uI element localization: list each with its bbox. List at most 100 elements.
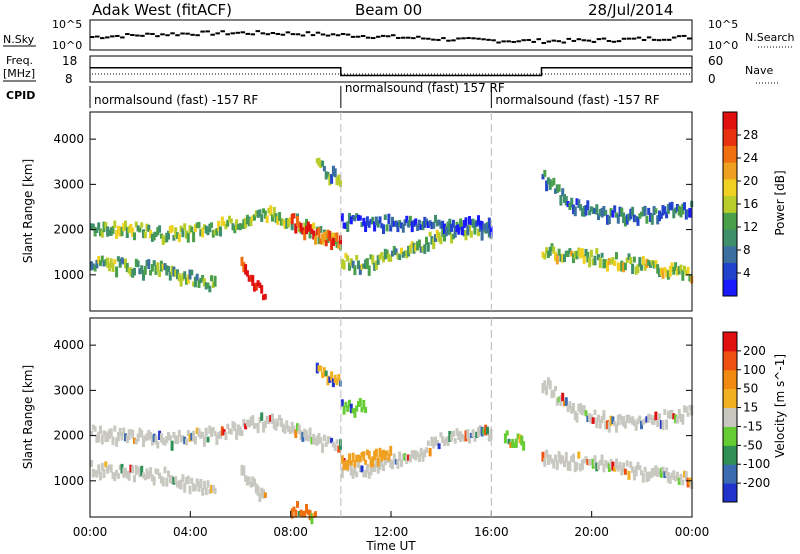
- noise-point: [250, 33, 256, 36]
- range-gate-cell: [482, 428, 486, 435]
- range-gate-cell: [407, 245, 411, 257]
- noise-point: [561, 41, 567, 44]
- noise-point: [235, 31, 240, 34]
- range-gate-cell: [631, 416, 635, 425]
- range-gate-cell: [636, 264, 640, 274]
- range-gate-cell: [634, 266, 638, 275]
- range-gate-cell: [365, 449, 369, 456]
- range-gate-cell: [278, 414, 282, 421]
- range-gate-cell: [317, 157, 321, 167]
- range-gate-cell: [208, 425, 212, 434]
- range-gate-cell: [448, 225, 452, 236]
- range-gate-cell: [373, 450, 377, 461]
- range-gate-cell: [106, 432, 110, 442]
- range-gate-cell: [425, 236, 428, 245]
- range-gate-cell: [91, 223, 95, 231]
- range-gate-cell: [254, 483, 258, 494]
- range-gate-cell: [416, 223, 420, 231]
- range-gate-cell: [192, 430, 196, 442]
- range-gate-cell: [326, 436, 330, 444]
- range-gate-cell: [111, 225, 115, 235]
- range-gate-cell: [428, 220, 432, 226]
- range-gate-cell: [179, 225, 183, 233]
- range-gate-cell: [677, 205, 681, 216]
- range-gate-cell: [355, 405, 359, 412]
- noise-point: [335, 34, 341, 37]
- range-gate-cell: [360, 465, 364, 473]
- range-gate-cell: [102, 221, 106, 233]
- range-gate-cell: [165, 265, 169, 276]
- range-gate-cell: [548, 179, 552, 190]
- range-gate-cell: [683, 202, 686, 210]
- range-gate-cell: [156, 262, 160, 272]
- range-gate-cell: [380, 450, 384, 462]
- x-tick-label: 00:00: [73, 525, 108, 539]
- range-gate-cell: [640, 211, 643, 217]
- range-gate-cell: [446, 436, 450, 446]
- range-gate-cell: [111, 262, 115, 272]
- range-gate-cell: [641, 206, 645, 217]
- range-gate-cell: [185, 277, 188, 285]
- range-gate-cell: [541, 251, 545, 258]
- range-gate-cell: [453, 231, 457, 238]
- colorbar-tick-label: -50: [743, 438, 763, 452]
- range-gate-cell: [597, 213, 600, 221]
- colorbar-tick-label: 28: [743, 128, 758, 142]
- range-gate-cell: [251, 275, 255, 286]
- range-gate-cell: [421, 221, 425, 231]
- range-gate-cell: [554, 454, 557, 462]
- range-gate-cell: [579, 248, 583, 259]
- range-gate-cell: [188, 434, 192, 442]
- noise-point: [556, 40, 562, 43]
- range-gate-cell: [192, 231, 196, 243]
- range-gate-cell: [147, 471, 151, 479]
- range-gate-cell: [622, 212, 626, 224]
- noise-point: [230, 32, 235, 35]
- range-gate-cell: [149, 229, 153, 239]
- range-gate-cell: [629, 461, 633, 469]
- noise-point: [546, 40, 552, 43]
- range-gate-cell: [233, 225, 237, 234]
- range-gate-cell: [392, 246, 396, 256]
- noise-point: [110, 35, 115, 38]
- range-gate-cell: [573, 206, 577, 217]
- power-ylabel: Slant Range [km]: [21, 159, 35, 263]
- noise-point: [536, 38, 541, 41]
- range-gate-cell: [161, 234, 165, 245]
- range-gate-cell: [206, 282, 210, 289]
- range-gate-cell: [400, 247, 403, 255]
- noise-point: [406, 36, 411, 39]
- range-gate-cell: [245, 476, 249, 486]
- range-gate-cell: [383, 451, 387, 461]
- range-gate-cell: [650, 259, 654, 266]
- range-gate-cell: [106, 466, 110, 474]
- range-gate-cell: [557, 248, 561, 256]
- range-gate-cell: [296, 423, 299, 432]
- range-gate-cell: [131, 227, 135, 237]
- noise-point: [656, 39, 662, 42]
- noise-point: [441, 37, 446, 40]
- range-gate-cell: [618, 414, 622, 420]
- range-gate-cell: [167, 230, 170, 240]
- range-gate-cell: [292, 506, 296, 512]
- noise-point: [516, 40, 521, 43]
- range-gate-cell: [315, 229, 319, 236]
- range-gate-cell: [473, 436, 477, 442]
- range-gate-cell: [451, 219, 455, 229]
- range-gate-cell: [210, 222, 213, 228]
- range-gate-cell: [170, 440, 174, 451]
- range-gate-cell: [263, 293, 267, 300]
- range-gate-cell: [165, 436, 169, 444]
- range-gate-cell: [172, 266, 176, 277]
- range-gate-cell: [561, 188, 565, 197]
- range-gate-cell: [290, 213, 294, 225]
- range-gate-cell: [106, 257, 110, 268]
- range-gate-cell: [102, 260, 106, 267]
- range-gate-cell: [509, 442, 513, 448]
- range-gate-cell: [570, 197, 574, 208]
- range-gate-cell: [557, 451, 561, 462]
- range-gate-cell: [176, 481, 179, 488]
- range-gate-cell: [434, 436, 437, 446]
- range-gate-cell: [165, 477, 169, 487]
- noise-point: [210, 33, 215, 36]
